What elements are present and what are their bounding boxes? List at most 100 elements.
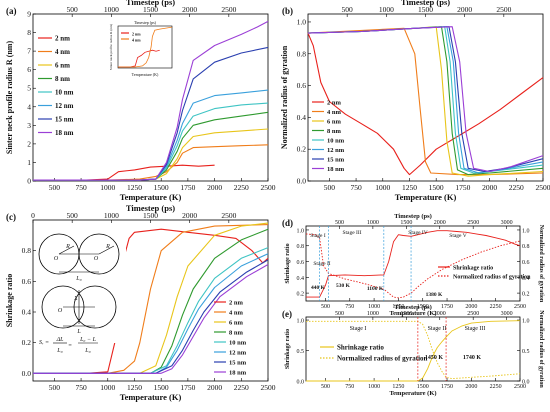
x-tick-label: 1250	[127, 383, 142, 392]
series-line-18-nm	[33, 264, 269, 374]
y-tick-label: 0.2	[297, 145, 307, 154]
x-tick-label: 750	[75, 183, 87, 192]
legend-label: 2 nm	[55, 35, 70, 43]
legend-label: 4 nm	[55, 48, 70, 56]
legend-label: 6 nm	[55, 62, 70, 70]
x2-tick-label: 1500	[418, 5, 433, 14]
x2-tick-label: 1000	[367, 311, 379, 317]
legend-label: 15 nm	[55, 116, 74, 124]
series-line-18-nm	[307, 26, 544, 173]
x-tick-label: 2250	[490, 304, 502, 310]
series-line-Shrinkage-ratio	[306, 320, 521, 382]
x-tick-label: 1750	[441, 384, 453, 390]
x2-tick-label: 500	[67, 211, 79, 220]
x-axis-label: Temperature (K)	[120, 392, 182, 402]
x-axis-label: Temperature (K)	[395, 192, 457, 202]
legend-label: 4 nm	[229, 310, 243, 317]
y-tick-label: 0.0	[297, 177, 307, 186]
schematic-label: O	[54, 256, 59, 262]
legend-label: 12 nm	[229, 350, 247, 357]
x2-axis-label: Timestep (ps)	[394, 304, 432, 311]
x2-tick-label: 2500	[221, 211, 236, 220]
panel-label: (a)	[6, 6, 17, 16]
y-tick-label: 0.4	[297, 113, 307, 122]
legend-label: Shrinkage ratio	[453, 266, 493, 272]
legend-label: 18 nm	[229, 370, 247, 377]
y-tick-label: 8	[27, 28, 31, 37]
legend-label: 18 nm	[327, 166, 345, 173]
inset-x-label: Temperature (K)	[132, 72, 159, 77]
x2-tick-label: 1000	[367, 220, 379, 226]
schematic-label: R	[105, 244, 110, 250]
legend-label: 10 nm	[327, 138, 345, 145]
schematic-label: ΔL	[56, 337, 65, 343]
y-tick-label: 1.0	[297, 17, 307, 26]
temperature-annotation: 1100 K	[367, 286, 384, 292]
schematic-label: L₀	[75, 276, 81, 282]
legend-label: 8 nm	[327, 128, 341, 135]
x-tick-label: 1000	[100, 183, 115, 192]
inset-frame	[117, 25, 173, 69]
schematic-label: L₀ − L	[79, 337, 96, 343]
stage-label: Stage V	[449, 233, 466, 239]
panel-label: (c)	[6, 212, 16, 222]
inset-line-2-nm	[118, 49, 160, 68]
y-tick-label: 0.8	[297, 49, 307, 58]
legend-label: 12 nm	[55, 102, 74, 110]
y-tick-label: 3	[27, 121, 31, 130]
legend-label: 4 nm	[132, 38, 141, 43]
temperature-annotation: 1450 K	[425, 355, 444, 361]
legend-label: 6 nm	[229, 320, 243, 327]
plot-frame	[305, 225, 521, 302]
y-axis-label: Shrinkage ratio	[5, 274, 14, 328]
x-tick-label: 2500	[536, 183, 550, 192]
x-tick-label: 750	[345, 384, 354, 390]
y-tick-label: 0.0	[22, 369, 32, 378]
y-tick-label: 1.0	[297, 319, 305, 325]
y-tick-label: 0.8	[297, 244, 305, 250]
x-tick-label: 1250	[127, 183, 142, 192]
x2-tick-label: 1000	[379, 5, 394, 14]
x2-tick-label: 2000	[457, 5, 472, 14]
y-tick-label: 0.6	[297, 260, 305, 266]
series-line-4-nm	[33, 144, 269, 181]
series-line-4-nm	[33, 224, 269, 374]
y2-tick-label: 0.2	[522, 292, 530, 298]
x-tick-label: 1750	[180, 183, 195, 192]
y2-tick-label: 1.0	[522, 228, 530, 234]
x-tick-label: 2000	[207, 383, 222, 392]
x-tick-label: 2500	[261, 383, 276, 392]
x-tick-label: 2250	[234, 383, 249, 392]
y-axis-label: Normalized radius of gyration	[280, 45, 289, 149]
x2-tick-label: 2000	[434, 220, 446, 226]
y-tick-label: 0.8	[22, 246, 32, 255]
x2-tick-label: 1500	[143, 211, 158, 220]
temperature-annotation: 440 K	[311, 285, 326, 291]
series-line-15-nm	[33, 259, 269, 374]
legend-label: 2 nm	[132, 32, 141, 37]
inset-chart: Timestep (ps) Temperature (K) Sinter neck …	[109, 20, 173, 77]
stage-label: Stage III	[342, 230, 361, 236]
x-tick-label: 750	[350, 183, 362, 192]
x-tick-label: 1250	[392, 304, 404, 310]
stage-label: Stage II	[313, 261, 330, 267]
legend-label: 8 nm	[229, 330, 243, 337]
temperature-annotation: 530 K	[336, 283, 351, 289]
legend-label: 18 nm	[55, 129, 74, 137]
x2-tick-label: 2500	[496, 5, 511, 14]
x-tick-label: 1500	[417, 384, 429, 390]
x-tick-label: 2250	[509, 183, 524, 192]
x-tick-label: 1000	[375, 183, 390, 192]
schematic-label: Sᵣ =	[39, 340, 49, 346]
legend-label: 12 nm	[327, 147, 345, 154]
temperature-annotation: 1380 K	[426, 292, 443, 298]
legend-label: Normalized radius of gyration	[337, 355, 428, 363]
stage-label: Stage I	[350, 326, 367, 332]
schematic-label: L₀	[84, 348, 90, 354]
x-tick-label: 500	[321, 384, 330, 390]
y-tick-label: 4	[27, 102, 31, 111]
